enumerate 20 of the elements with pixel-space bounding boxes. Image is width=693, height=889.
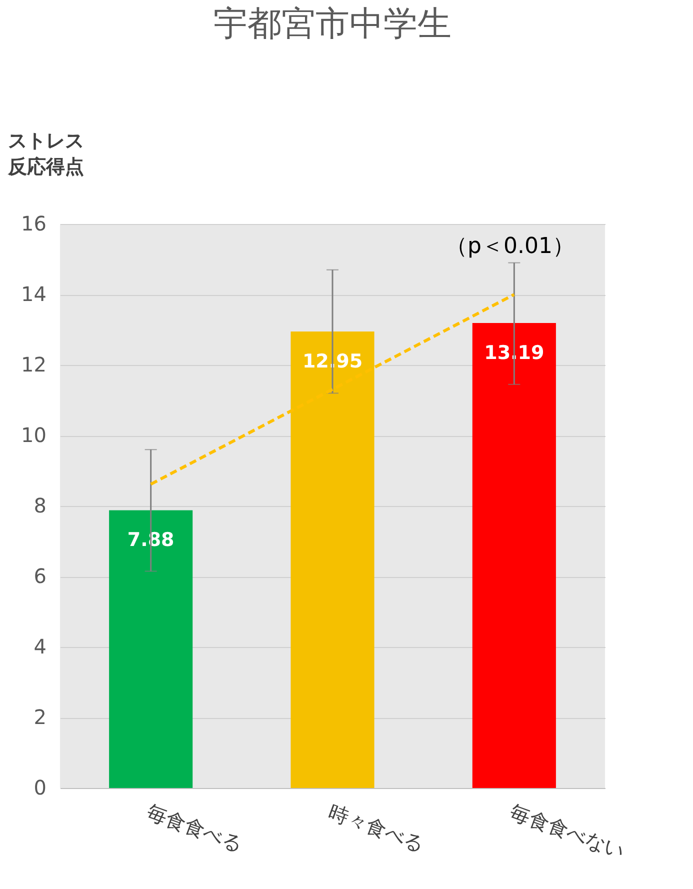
bar xyxy=(109,510,193,788)
y-tick-label: 0 xyxy=(34,776,46,800)
data-label: 13.19 xyxy=(484,342,544,364)
y-tick-label: 2 xyxy=(34,705,46,729)
y-tick-label: 4 xyxy=(34,634,46,658)
bar xyxy=(472,323,556,788)
y-tick-label: 12 xyxy=(21,352,46,376)
y-tick-label: 10 xyxy=(21,423,46,447)
chart-title: 宇都宮市中学生 xyxy=(214,4,452,44)
y-axis-title: ストレス反応得点 xyxy=(7,130,84,178)
y-tick-label: 16 xyxy=(21,212,46,236)
y-tick-label: 14 xyxy=(21,282,46,306)
x-tick-label: 時々食べる xyxy=(325,800,428,856)
x-tick-label: 毎食食べる xyxy=(144,800,246,856)
annotation: （p＜0.01） xyxy=(446,234,574,259)
y-tick-label: 6 xyxy=(34,564,46,588)
x-tick-label: 毎食食べない xyxy=(506,800,628,864)
y-tick-label: 8 xyxy=(34,494,46,518)
data-label: 12.95 xyxy=(302,350,363,373)
data-label: 7.88 xyxy=(127,529,174,552)
